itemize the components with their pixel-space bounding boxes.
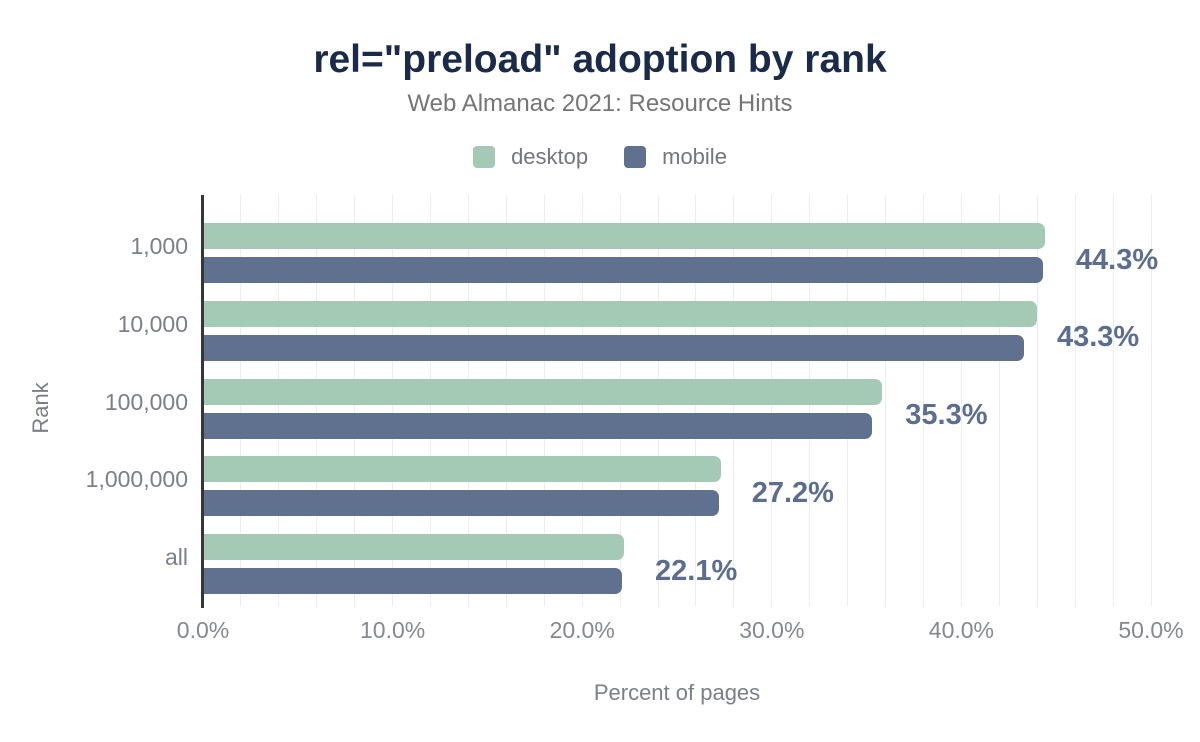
gridline-38pct bbox=[922, 195, 924, 607]
chart-subtitle: Web Almanac 2021: Resource Hints bbox=[407, 90, 793, 117]
value-label-100000: 35.3% bbox=[905, 399, 988, 431]
gridline-48pct bbox=[1112, 195, 1114, 607]
bar-desktop-1000000 bbox=[203, 456, 721, 483]
bar-desktop-1000 bbox=[203, 223, 1045, 249]
value-label-1000000: 27.2% bbox=[751, 476, 834, 509]
category-label-all: all bbox=[164, 544, 188, 570]
x-tick-50pct: 50.0% bbox=[1118, 617, 1184, 643]
bar-desktop-100000 bbox=[203, 378, 882, 405]
legend-item-mobile: mobile bbox=[624, 144, 727, 170]
value-label-10000: 43.3% bbox=[1056, 321, 1140, 354]
legend-swatch-desktop bbox=[473, 146, 496, 168]
x-tick-10pct: 10.0% bbox=[359, 617, 426, 643]
category-label-10000: 10,000 bbox=[117, 310, 188, 337]
category-label-100000: 100,000 bbox=[104, 388, 188, 415]
y-axis-title: Rank bbox=[28, 382, 53, 434]
category-label-1000: 1,000 bbox=[130, 233, 188, 259]
x-tick-0pct: 0.0% bbox=[176, 617, 230, 643]
bar-mobile-100000 bbox=[203, 412, 873, 439]
gridline-42pct bbox=[998, 195, 1000, 607]
legend-label: desktop bbox=[511, 144, 589, 169]
y-axis-line bbox=[201, 195, 204, 608]
chart-title: rel="preload" adoption by rank bbox=[313, 38, 887, 81]
legend: desktop mobile bbox=[0, 144, 1200, 170]
gridline-40pct bbox=[960, 195, 962, 607]
x-axis-title: Percent of pages bbox=[593, 680, 761, 705]
x-tick-30pct: 30.0% bbox=[739, 617, 805, 643]
bar-mobile-all bbox=[203, 568, 623, 594]
category-label-1000000: 1,000,000 bbox=[85, 466, 188, 493]
bar-mobile-1000 bbox=[203, 257, 1043, 283]
gridline-50pct bbox=[1150, 195, 1152, 607]
legend-item-desktop: desktop bbox=[473, 144, 588, 170]
x-tick-20pct: 20.0% bbox=[549, 617, 615, 643]
gridline-36pct bbox=[885, 195, 887, 607]
gridline-44pct bbox=[1036, 195, 1038, 607]
bar-mobile-1000000 bbox=[203, 490, 719, 517]
bar-mobile-10000 bbox=[203, 334, 1024, 361]
value-label-1000: 44.3% bbox=[1075, 243, 1159, 276]
value-label-all: 22.1% bbox=[655, 554, 738, 587]
bar-desktop-10000 bbox=[203, 300, 1038, 327]
x-tick-40pct: 40.0% bbox=[928, 617, 994, 643]
bar-desktop-all bbox=[203, 534, 624, 560]
legend-swatch-mobile bbox=[624, 146, 647, 168]
legend-label: mobile bbox=[662, 144, 727, 169]
gridline-46pct bbox=[1074, 195, 1076, 607]
